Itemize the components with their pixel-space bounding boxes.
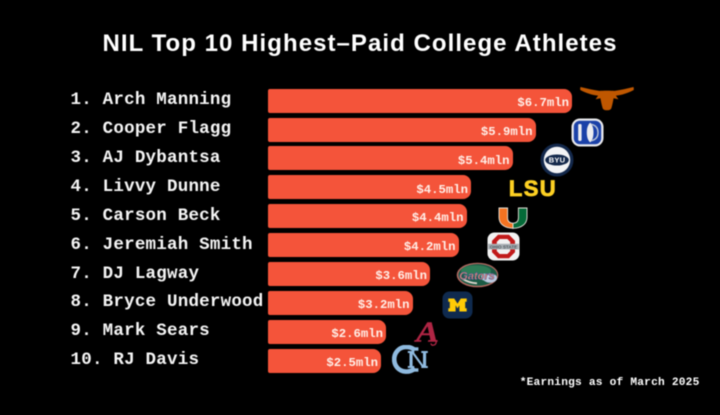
svg-text:A: A [414,316,439,347]
svg-text:Gators: Gators [459,271,494,283]
svg-text:OHIO STATE: OHIO STATE [490,244,517,249]
svg-text:LSU: LSU [509,176,557,200]
svg-text:BYU: BYU [549,155,565,164]
